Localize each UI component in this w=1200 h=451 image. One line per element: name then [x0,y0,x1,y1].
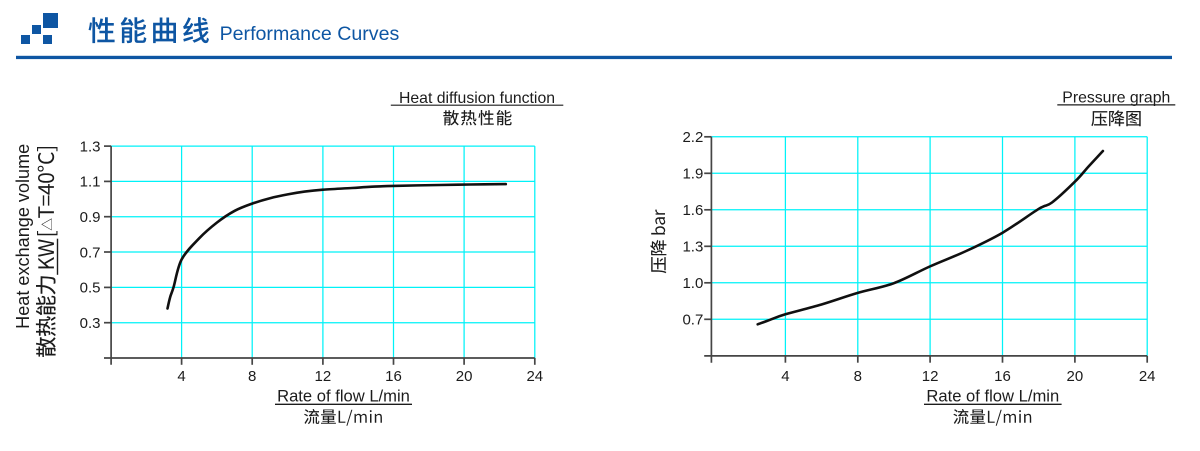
svg-text:8: 8 [248,368,256,385]
svg-text:20: 20 [1067,368,1084,385]
svg-text:16: 16 [385,368,402,385]
svg-text:Rate of flow L/min: Rate of flow L/min [926,387,1059,406]
svg-text:2.2: 2.2 [682,129,703,146]
svg-text:4: 4 [781,368,789,385]
svg-text:1.6: 1.6 [682,202,703,219]
svg-text:0.9: 0.9 [80,209,101,226]
svg-text:16: 16 [994,368,1011,385]
svg-text:Rate of flow L/min: Rate of flow L/min [277,387,410,406]
svg-text:8: 8 [854,368,862,385]
svg-text:0.7: 0.7 [80,244,101,261]
svg-text:1.1: 1.1 [80,174,101,191]
svg-text:0.7: 0.7 [682,312,703,329]
svg-text:1.9: 1.9 [682,166,703,183]
svg-text:12: 12 [922,368,939,385]
svg-text:1.0: 1.0 [682,275,703,292]
svg-text:12: 12 [315,368,332,385]
svg-text:24: 24 [526,368,543,385]
svg-text:20: 20 [456,368,473,385]
svg-text:0.5: 0.5 [80,280,101,297]
svg-text:Performance Curves: Performance Curves [220,23,400,45]
svg-text:Heat diffusion function: Heat diffusion function [399,90,555,107]
svg-text:Pressure graph: Pressure graph [1062,89,1170,106]
svg-text:1.3: 1.3 [682,239,703,256]
svg-text:Heat exchange volume: Heat exchange volume [13,144,33,329]
svg-text:1.3: 1.3 [80,138,101,155]
svg-text:4: 4 [177,368,185,385]
svg-text:24: 24 [1139,368,1156,385]
svg-text:0.3: 0.3 [80,315,101,332]
